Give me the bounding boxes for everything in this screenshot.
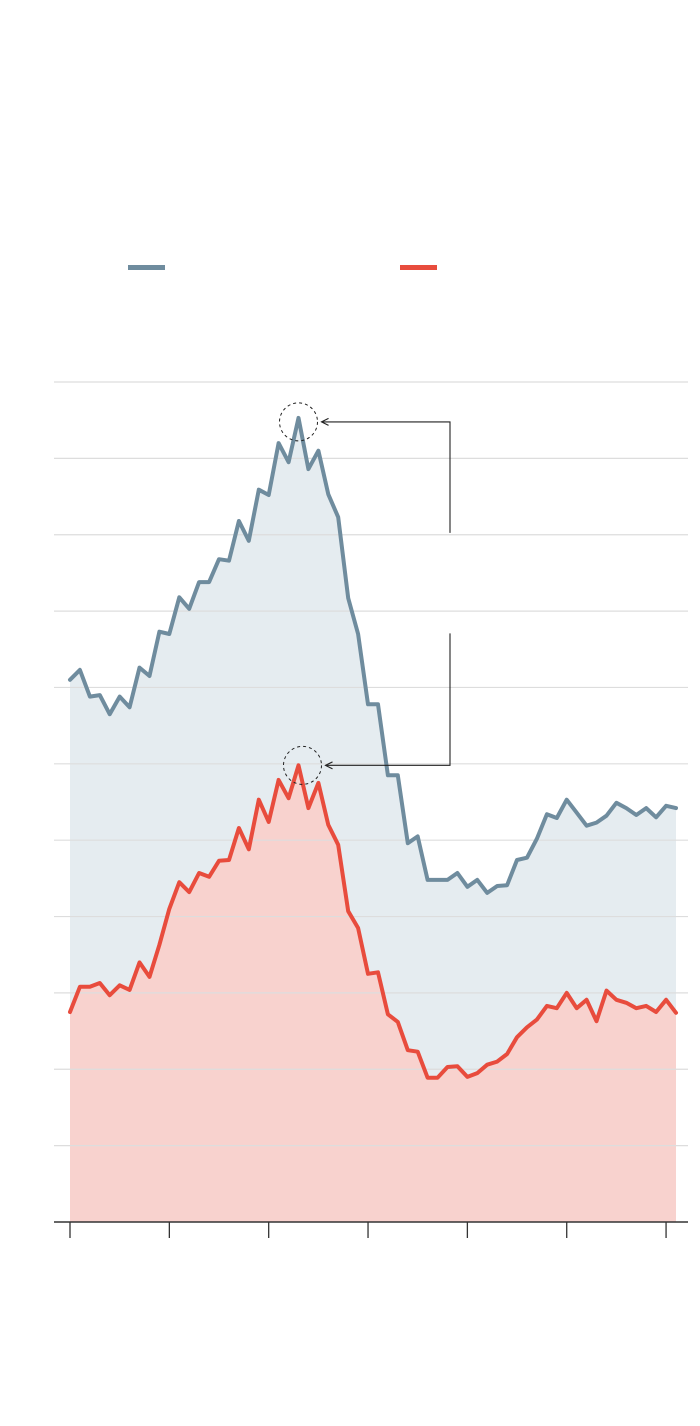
- line-series-b: [68, 763, 678, 1080]
- highlight-circle: [282, 745, 322, 785]
- x-axis: [54, 1221, 688, 1238]
- annotation-arrow: [325, 633, 451, 765]
- legend-swatch-series-b: [400, 265, 437, 270]
- area-series-b: [70, 765, 676, 1222]
- series-lines: [68, 415, 678, 1080]
- legend: [128, 265, 437, 270]
- legend-swatch-series-a: [128, 265, 165, 270]
- line-series-a: [68, 415, 678, 895]
- areas: [70, 417, 676, 1222]
- annotations: [278, 402, 451, 785]
- highlight-circle: [278, 402, 318, 442]
- annotation-arrow: [321, 422, 451, 533]
- gridlines: [54, 381, 688, 1147]
